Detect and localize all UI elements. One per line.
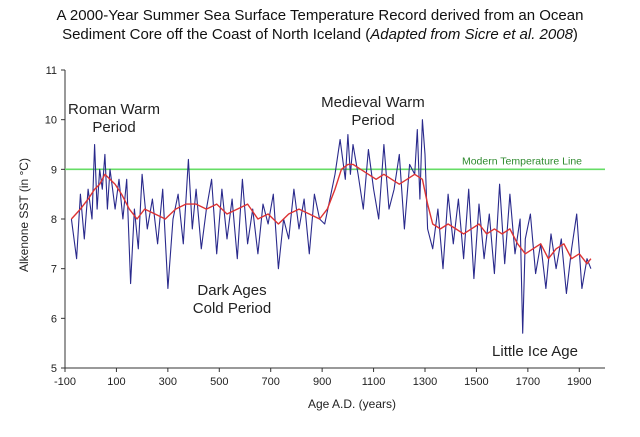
x-tick-label: 900 — [313, 376, 331, 388]
x-tick-label: 100 — [107, 376, 125, 388]
y-tick-label: 11 — [46, 65, 57, 77]
y-tick-label: 6 — [51, 313, 57, 325]
x-tick-label: 1500 — [464, 376, 488, 388]
y-tick-label: 7 — [51, 264, 57, 276]
chart-title: A 2000-Year Summer Sea Surface Temperatu… — [0, 6, 640, 44]
x-tick-label: -100 — [54, 376, 76, 388]
modern-temperature-label: Modern Temperature Line — [462, 155, 582, 167]
y-tick-label: 5 — [51, 363, 57, 375]
x-tick-label: 1100 — [362, 376, 386, 388]
axes — [61, 69, 605, 372]
annotation-medieval: Medieval Warm — [321, 94, 425, 111]
annotation-darkages: Dark Ages — [197, 282, 266, 299]
x-axis-label: Age A.D. (years) — [308, 397, 396, 411]
sst-smoothed-series-line — [70, 163, 592, 265]
annotation-roman: Roman Warm — [68, 101, 160, 118]
annotation-darkages: Cold Period — [193, 300, 271, 317]
x-tick-label: 1900 — [567, 376, 591, 388]
annotation-littleice: Little Ice Age — [492, 343, 578, 360]
x-tick-label: 300 — [159, 376, 177, 388]
y-axis-label: Alkenone SST (in °C) — [17, 158, 31, 272]
chart-title-line1: A 2000-Year Summer Sea Surface Temperatu… — [56, 7, 584, 24]
tick-labels: -100 100 300 500 700 900 1100 1300 1500 1700 1900 5… — [45, 65, 592, 388]
series-group — [70, 119, 592, 334]
chart-title-citation: Adapted from Sicre et al. 2008 — [370, 26, 573, 43]
reference-line-group: Modern Temperature Line — [65, 155, 605, 171]
chart-title-line2-main: Sediment Core off the Coast of North Ice… — [62, 26, 371, 43]
x-tick-label: 700 — [262, 376, 280, 388]
annotation-roman: Period — [92, 119, 135, 136]
sst-raw-series-line — [70, 119, 592, 334]
y-tick-label: 10 — [45, 115, 57, 127]
y-tick-label: 8 — [51, 214, 57, 226]
chart-title-line2-end: ) — [572, 26, 578, 43]
annotation-medieval: Period — [351, 112, 394, 129]
y-tick-label: 9 — [51, 164, 57, 176]
x-tick-label: 1300 — [413, 376, 437, 388]
x-tick-label: 500 — [210, 376, 228, 388]
chart-title-line2: Sediment Core off the Coast of North Ice… — [0, 25, 640, 44]
x-tick-label: 1700 — [516, 376, 540, 388]
